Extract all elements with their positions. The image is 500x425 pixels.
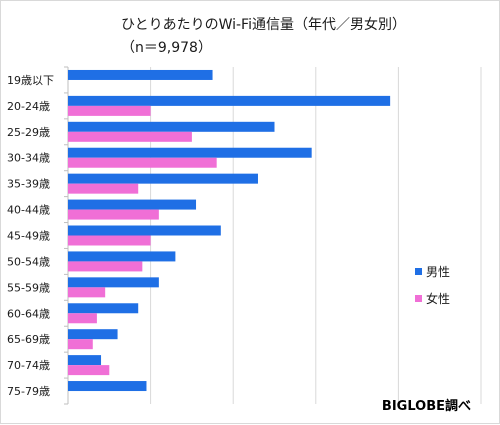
- bar-male: [68, 95, 391, 106]
- bar-male: [68, 355, 102, 366]
- category-label: 19歳以下: [7, 74, 54, 87]
- bar-female: [68, 339, 93, 350]
- source-credit: BIGLOBE調べ: [382, 398, 471, 414]
- bar-female: [68, 131, 192, 142]
- chart-subtitle: （n＝9,978）: [121, 40, 212, 56]
- bar-male: [68, 251, 176, 262]
- category-label: 45-49歳: [7, 230, 50, 243]
- category-label: 55-59歳: [7, 281, 50, 294]
- bar-female: [68, 365, 110, 376]
- bar-male: [68, 121, 275, 132]
- category-label: 35-39歳: [7, 178, 50, 191]
- bars: [68, 69, 391, 392]
- category-label: 70-74歳: [7, 359, 50, 372]
- bar-male: [68, 225, 221, 236]
- category-label: 20-24歳: [7, 100, 50, 113]
- category-label: 30-34歳: [7, 152, 50, 165]
- bar-female: [68, 183, 139, 194]
- bar-male: [68, 147, 312, 158]
- bar-female: [68, 235, 151, 246]
- bar-female: [68, 287, 106, 298]
- bar-male: [68, 329, 118, 340]
- category-label: 50-54歳: [7, 255, 50, 268]
- bar-male: [68, 277, 159, 288]
- chart-title: ひとりあたりのWi-Fi通信量（年代／男女別）: [121, 16, 406, 33]
- legend-swatch: [415, 268, 422, 275]
- category-label: 60-64歳: [7, 307, 50, 320]
- bar-male: [68, 173, 258, 184]
- category-label: 65-69歳: [7, 333, 50, 346]
- legend-swatch: [415, 295, 422, 302]
- bar-female: [68, 157, 217, 168]
- bar-female: [68, 105, 151, 116]
- legend-label: 男性: [426, 265, 450, 279]
- bar-male: [68, 69, 213, 80]
- bar-male: [68, 199, 197, 210]
- category-labels: 19歳以下 20-24歳 25-29歳 30-34歳 35-39歳 40-44歳 45-49…: [7, 66, 69, 405]
- bar-female: [68, 209, 159, 220]
- bar-male: [68, 381, 147, 392]
- bar-female: [68, 261, 143, 272]
- bar-female: [68, 313, 97, 324]
- category-label: 75-79歳: [7, 385, 50, 398]
- bar-male: [68, 303, 139, 314]
- legend-label: 女性: [426, 291, 450, 306]
- category-label: 40-44歳: [7, 204, 50, 217]
- category-label: 25-29歳: [7, 126, 50, 139]
